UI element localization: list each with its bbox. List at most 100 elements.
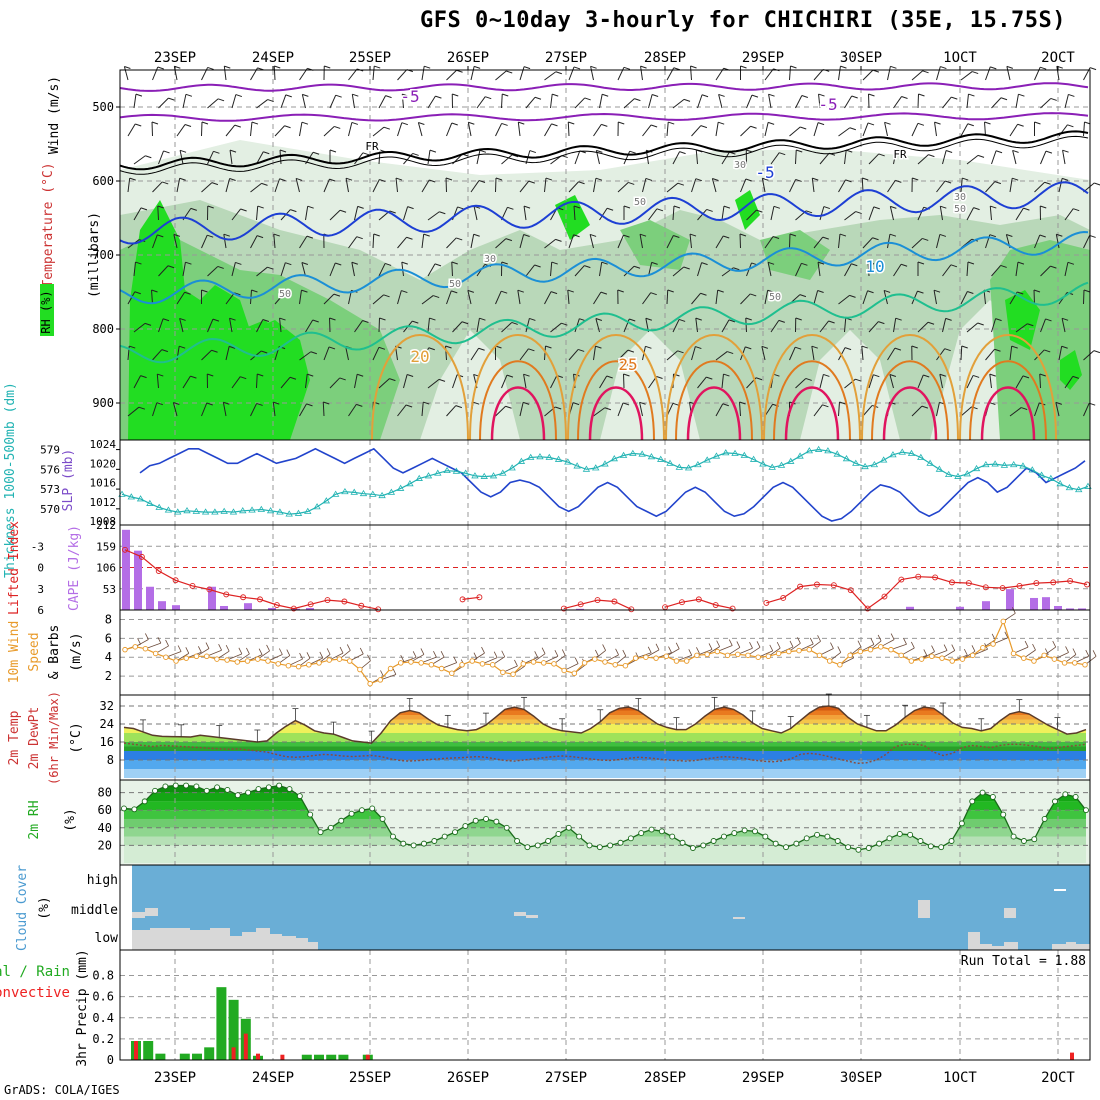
wind-barb <box>207 66 214 70</box>
tick-label: 3 <box>37 583 44 596</box>
thickness-line <box>121 448 1089 515</box>
wind-barb <box>691 125 702 137</box>
rh-marker <box>762 833 769 840</box>
wind-barb <box>1055 401 1063 405</box>
wind-barb <box>517 289 524 293</box>
thickness-marker <box>573 462 581 469</box>
cloud-low-block <box>968 932 980 950</box>
wind-barb <box>235 261 242 265</box>
wind-barb <box>305 374 308 389</box>
wind-barb <box>550 375 558 389</box>
wind-barb <box>452 321 463 333</box>
wind-barb <box>728 639 733 646</box>
wind-barb <box>373 233 380 237</box>
wind-barb <box>362 152 370 156</box>
wind-speed-marker <box>387 665 394 672</box>
wind-barb <box>428 347 435 351</box>
wind-barb <box>310 351 317 355</box>
contour-label: 50 <box>279 289 291 300</box>
wind-barb <box>966 207 975 221</box>
tick-label: 0 <box>37 562 44 575</box>
date-axes: 23SEP23SEP24SEP24SEP25SEP25SEP26SEP26SEP… <box>154 50 1076 1086</box>
wind-barb <box>893 263 902 277</box>
wind-barb <box>250 235 258 249</box>
thickness-marker <box>759 460 767 467</box>
wind-barb <box>351 261 358 265</box>
wind-barb <box>312 151 320 155</box>
rh-marker <box>348 810 355 817</box>
date-label-top: 1OCT <box>943 50 977 66</box>
cloud-low-block <box>1052 944 1066 950</box>
thickness-marker <box>1009 460 1018 468</box>
wind-speed-marker <box>265 658 271 664</box>
cloud-low-block <box>992 946 1004 950</box>
wind-barb <box>157 636 162 644</box>
wind-barb <box>550 94 553 109</box>
wind-barb <box>229 178 236 181</box>
wind-barb <box>862 177 869 181</box>
rh-marker <box>948 838 955 844</box>
wind-barb <box>768 94 772 109</box>
thickness-marker <box>944 470 953 477</box>
wind-barb <box>523 206 527 221</box>
wind-speed-marker <box>816 652 823 659</box>
wind-barb <box>173 402 180 405</box>
wind-barb <box>677 350 684 354</box>
wind-barb <box>385 95 392 99</box>
wind-barb <box>838 234 841 249</box>
wind-barb <box>476 150 481 165</box>
thickness-marker <box>220 507 228 514</box>
wind-barb <box>256 402 263 406</box>
thickness-marker <box>313 503 321 510</box>
wind-barb <box>397 236 407 249</box>
wind-barb <box>764 122 769 137</box>
cloud-high-block <box>1054 889 1066 891</box>
wind-barb <box>234 124 241 128</box>
wind-barb <box>578 348 585 352</box>
wind-barb <box>523 205 531 209</box>
wind-barb <box>989 374 992 389</box>
wind-barb <box>756 641 761 648</box>
wind-barb <box>519 402 524 417</box>
wind-barb <box>378 378 390 389</box>
wind-barb <box>185 261 192 265</box>
precip-total-bar <box>314 1054 324 1060</box>
wind-barb <box>629 150 636 154</box>
wind-barb <box>789 347 796 361</box>
rh-marker <box>1062 791 1069 798</box>
rh-marker <box>421 840 427 847</box>
wind-barb <box>960 291 968 305</box>
wind-barb <box>176 291 186 305</box>
wind-barb <box>374 65 381 69</box>
thickness-marker <box>424 472 433 479</box>
cape-bar <box>306 607 314 610</box>
wind-barb <box>184 124 192 128</box>
wind-barb <box>695 346 702 350</box>
wind-barb <box>523 373 530 377</box>
wind-barb <box>329 95 337 109</box>
wind-barb <box>995 318 1002 322</box>
thickness-marker <box>201 508 210 515</box>
thickness-marker <box>805 447 814 454</box>
wind-speed-marker <box>122 646 128 653</box>
wind-barb <box>811 345 818 349</box>
wind-barb <box>962 177 969 181</box>
contour-label: 50 <box>634 197 646 208</box>
wind-barb <box>301 94 306 109</box>
contour-label: -5 <box>818 95 837 114</box>
wind-speed-marker <box>990 641 996 647</box>
thickness-marker <box>341 487 349 495</box>
rh-line <box>123 784 1087 851</box>
wind-barb <box>511 321 518 325</box>
thickness-marker <box>499 469 507 476</box>
wind-barb <box>642 292 652 305</box>
wind-barb <box>140 207 148 211</box>
wind-barb <box>691 346 696 361</box>
wind-barb <box>273 234 276 249</box>
temp-band <box>124 751 1086 760</box>
wind-barb <box>942 318 947 333</box>
wind-barb <box>960 71 973 81</box>
wind-barb <box>762 177 769 181</box>
wind-barb <box>1083 289 1091 293</box>
wind-barb <box>672 205 675 221</box>
